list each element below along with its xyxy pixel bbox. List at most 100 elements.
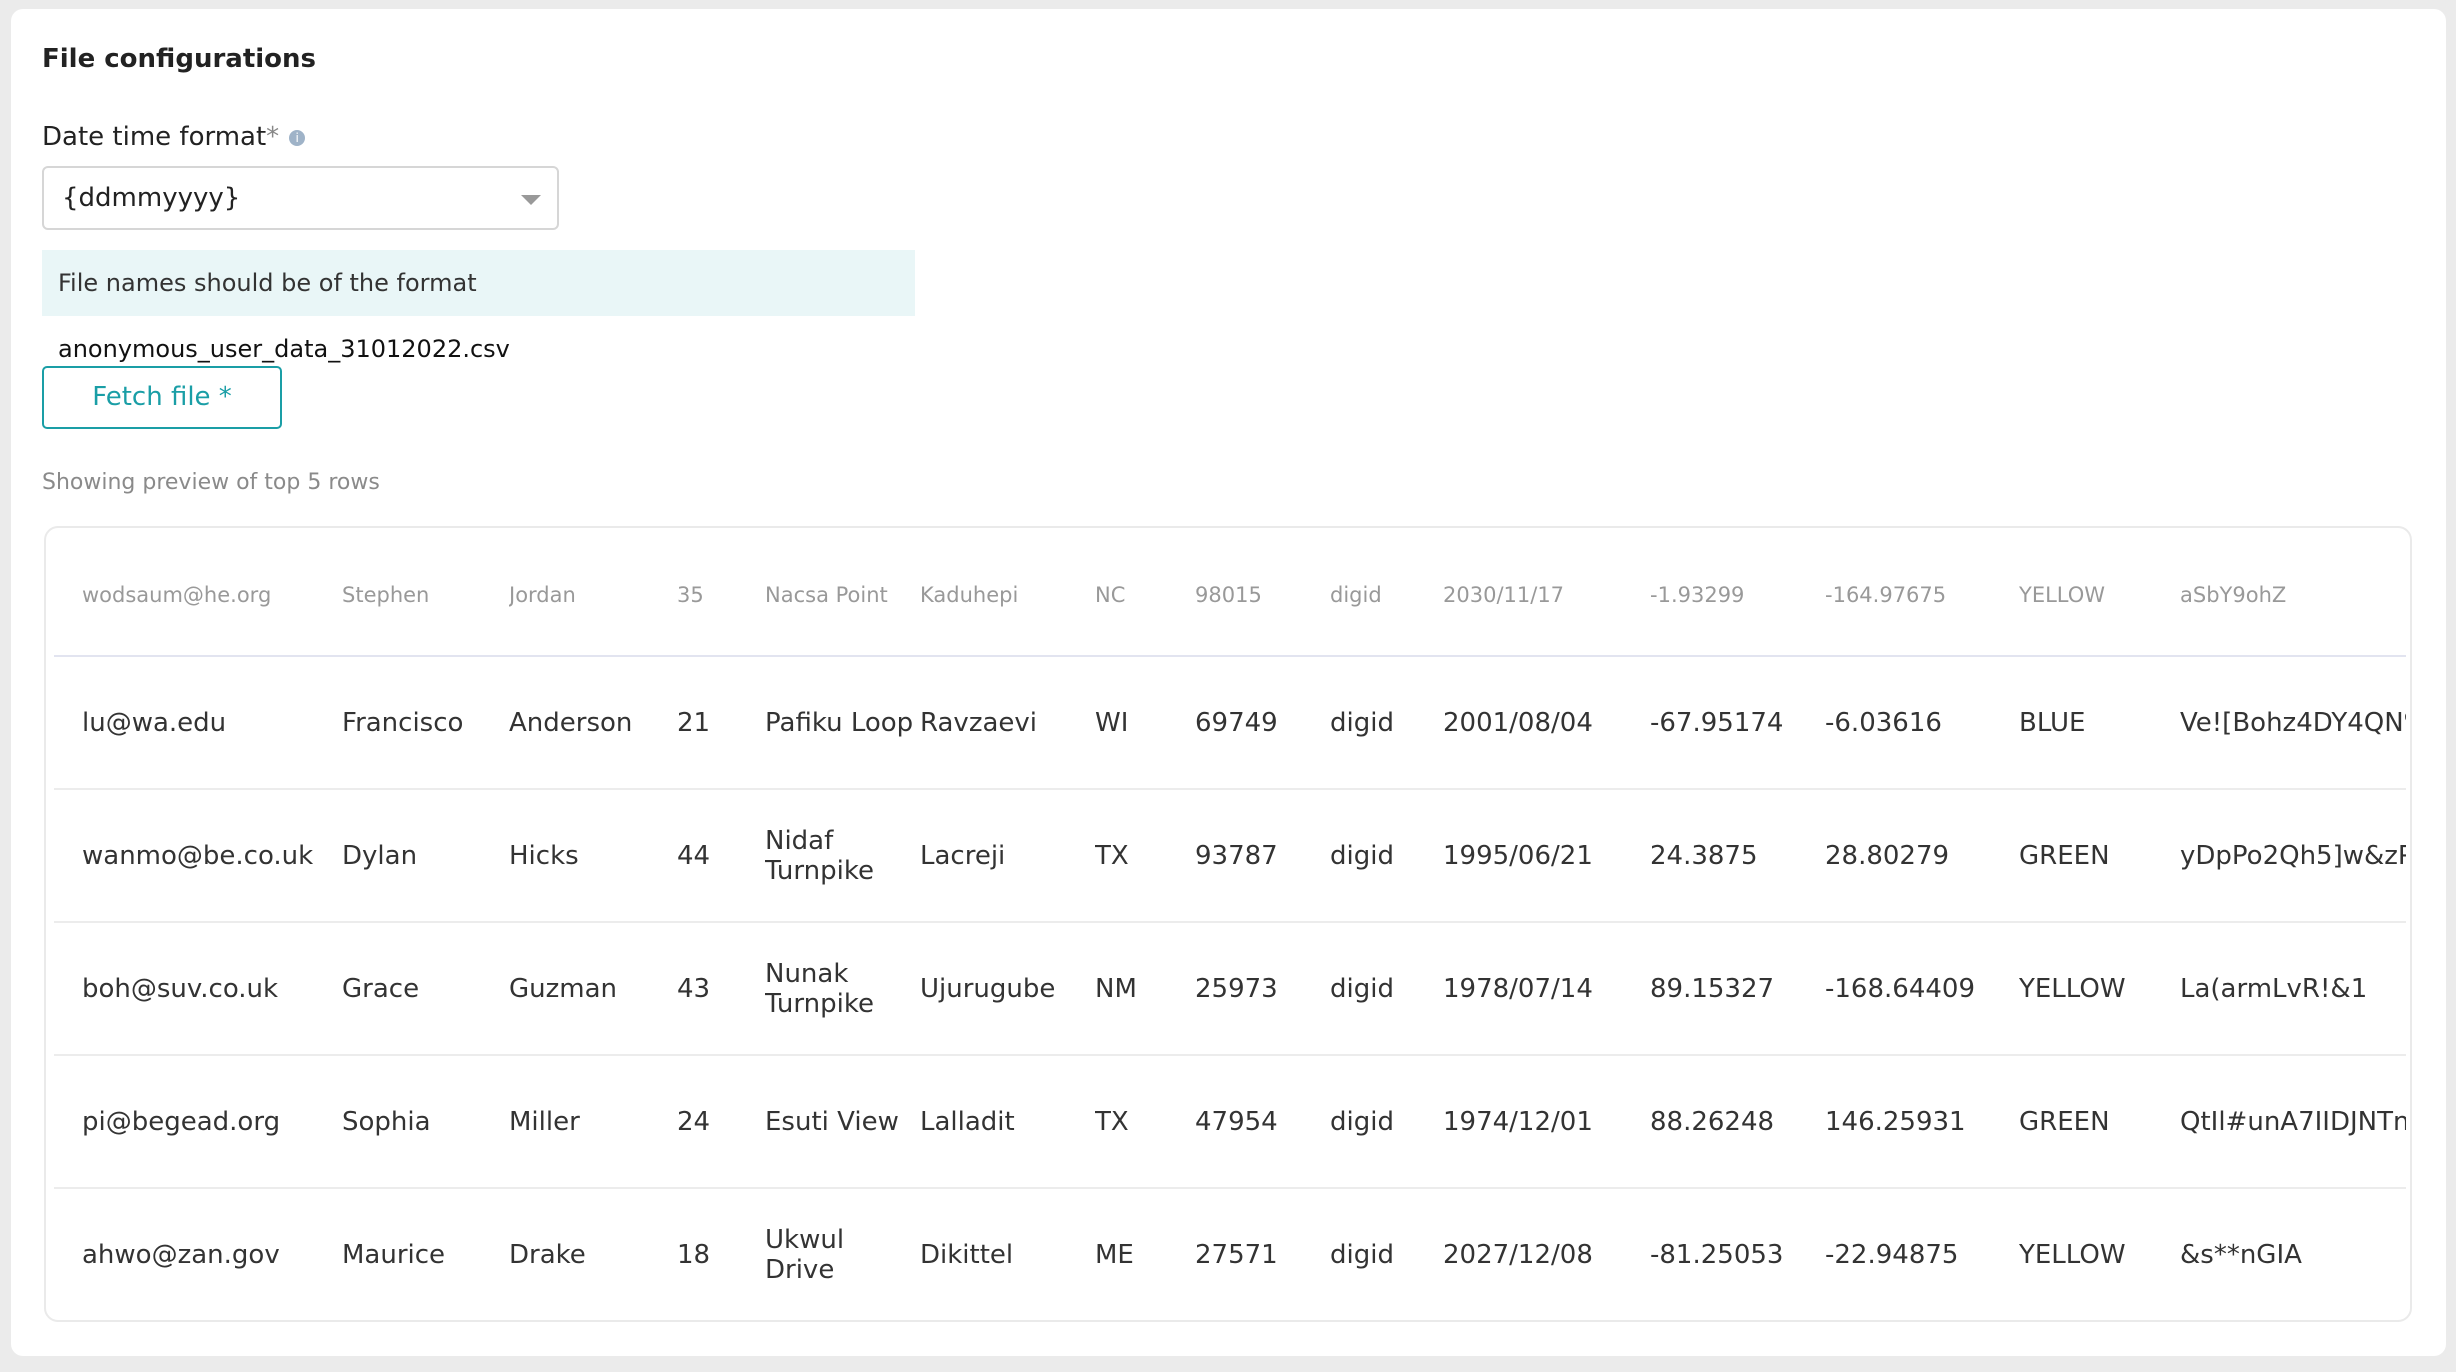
table-cell: lu@wa.edu bbox=[54, 656, 342, 790]
table-cell: 146.25931 bbox=[1825, 1055, 2019, 1189]
table-cell: digid bbox=[1330, 656, 1443, 790]
table-cell: 28.80279 bbox=[1825, 789, 2019, 923]
table-cell: yDpPo2Qh5]w&zP[ bbox=[2180, 789, 2406, 923]
table-cell: 44 bbox=[677, 789, 765, 923]
header-cell: wodsaum@he.org bbox=[54, 534, 342, 657]
table-cell: TX bbox=[1095, 1055, 1195, 1189]
table-cell: Grace bbox=[342, 922, 509, 1056]
table-cell: 18 bbox=[677, 1239, 711, 1270]
table-cell: 1978/07/14 bbox=[1443, 922, 1650, 1056]
table-cell: ahwo@zan.gov bbox=[82, 1239, 280, 1270]
hint-banner: File names should be of the format anony… bbox=[42, 250, 915, 363]
fetch-button[interactable]: Fetch file * bbox=[42, 366, 282, 429]
table-cell: 43 bbox=[677, 922, 765, 1056]
table-cell: 69749 bbox=[1195, 656, 1330, 790]
table-cell: Anderson bbox=[509, 656, 677, 790]
table-cell: Dylan bbox=[342, 789, 509, 923]
table-cell: 25973 bbox=[1195, 922, 1330, 1056]
header-cell: Nacsa Point bbox=[765, 534, 920, 657]
table-cell: La(armLvR!&1 bbox=[2180, 922, 2406, 1056]
table-cell: Pafiku Loop bbox=[765, 656, 920, 790]
table-row: ahwo@zan.gov Maurice Drake 18 Ukwul Drive Dik… bbox=[54, 1188, 2406, 1320]
table-cell: Lacreji bbox=[920, 789, 1095, 923]
table-cell: 88.26248 bbox=[1650, 1055, 1825, 1189]
section-title: File configurations bbox=[42, 44, 317, 74]
table-cell: boh@suv.co.uk bbox=[54, 922, 342, 1056]
header-cell: YELLOW bbox=[2019, 534, 2180, 657]
table-cell: BLUE bbox=[2019, 656, 2180, 790]
table-row: lu@wa.edu Francisco Anderson 21 Pafiku Loop R… bbox=[54, 656, 2406, 790]
table-cell: -67.95174 bbox=[1650, 656, 1825, 790]
header-cell: 2030/11/17 bbox=[1443, 534, 1650, 657]
hint-example: anonymous_user_data_31012022.csv bbox=[58, 335, 510, 363]
info-icon[interactable]: i bbox=[289, 129, 306, 146]
field-label: Date time format* i bbox=[42, 122, 306, 152]
header-cell: Stephen bbox=[342, 534, 509, 657]
table-cell: 2001/08/04 bbox=[1443, 656, 1650, 790]
header-cell: 98015 bbox=[1195, 534, 1330, 657]
table-cell: 93787 bbox=[1195, 789, 1330, 923]
hint-text: File names should be of the format bbox=[58, 269, 477, 297]
table-cell: 2027/12/08 bbox=[1443, 1239, 1593, 1270]
table-cell: 24.3875 bbox=[1650, 789, 1825, 923]
label-text: Date time format bbox=[42, 122, 267, 152]
date-format-select[interactable]: {ddmmyyyy} bbox=[42, 166, 559, 230]
table-cell: Sophia bbox=[342, 1055, 509, 1189]
table-cell: Miller bbox=[509, 1055, 677, 1189]
table-cell: Hicks bbox=[509, 789, 677, 923]
table-cell: 89.15327 bbox=[1650, 922, 1825, 1056]
table-cell: YELLOW bbox=[2019, 1239, 2126, 1270]
table-cell: digid bbox=[1330, 922, 1443, 1056]
header-cell: NC bbox=[1095, 534, 1195, 657]
table-cell: Ukwul Drive bbox=[765, 1224, 845, 1285]
table-cell: 1995/06/21 bbox=[1443, 789, 1650, 923]
table-cell: -22.94875 bbox=[1825, 1239, 1959, 1270]
table-row: pi@begead.org Sophia Miller 24 Esuti View Lal… bbox=[54, 1055, 2406, 1189]
table-cell: Drake bbox=[509, 1239, 586, 1270]
table-cell: Nunak Turnpike bbox=[765, 922, 920, 1056]
table-cell: WI bbox=[1095, 656, 1195, 790]
table-cell: 21 bbox=[677, 656, 765, 790]
header-cell: Jordan bbox=[509, 534, 677, 657]
header-cell: Kaduhepi bbox=[920, 534, 1095, 657]
table-cell: Dikittel bbox=[920, 1239, 1014, 1270]
header-cell: 35 bbox=[677, 534, 765, 657]
table-cell: digid bbox=[1330, 1055, 1443, 1189]
header-cell: aSbY9ohZ bbox=[2180, 534, 2406, 657]
table-cell: Guzman bbox=[509, 922, 677, 1056]
table-cell: 27571 bbox=[1195, 1239, 1278, 1270]
table-cell: 24 bbox=[677, 1055, 765, 1189]
table-cell: -6.03616 bbox=[1825, 656, 2019, 790]
table-cell: YELLOW bbox=[2019, 922, 2180, 1056]
header-cell: digid bbox=[1330, 534, 1443, 657]
table-cell: QtIl#unA7IIDJNTnE bbox=[2180, 1055, 2406, 1189]
preview-caption: Showing preview of top 5 rows bbox=[42, 470, 380, 495]
table-row: boh@suv.co.uk Grace Guzman 43 Nunak Turnpike… bbox=[54, 922, 2406, 1056]
table-row: wanmo@be.co.uk Dylan Hicks 44 Nidaf Turnpike… bbox=[54, 789, 2406, 923]
table-cell: Maurice bbox=[342, 1239, 446, 1270]
table-cell: Ve![Bohz4DY4QN% bbox=[2180, 656, 2406, 790]
table-cell: Lalladit bbox=[920, 1055, 1095, 1189]
table-cell: GREEN bbox=[2019, 789, 2180, 923]
table-cell: 47954 bbox=[1195, 1055, 1330, 1189]
table-cell: ME bbox=[1095, 1239, 1134, 1270]
header-row: wodsaum@he.org Stephen Jordan 35 Nacsa Point… bbox=[54, 534, 2406, 657]
table-cell: Ravzaevi bbox=[920, 656, 1095, 790]
preview-table: wodsaum@he.org Stephen Jordan 35 Nacsa Point… bbox=[54, 534, 2406, 1320]
table-body: lu@wa.edu Francisco Anderson 21 Pafiku Loop R… bbox=[54, 656, 2406, 1320]
table-cell: GREEN bbox=[2019, 1055, 2180, 1189]
table-cell: 1974/12/01 bbox=[1443, 1055, 1650, 1189]
table-cell: Ujurugube bbox=[920, 922, 1095, 1056]
table-cell: digid bbox=[1330, 1239, 1394, 1270]
table-cell: Francisco bbox=[342, 656, 509, 790]
table-cell: pi@begead.org bbox=[54, 1055, 342, 1189]
header-cell: -1.93299 bbox=[1650, 534, 1825, 657]
table-cell: wanmo@be.co.uk bbox=[54, 789, 342, 923]
table-cell: digid bbox=[1330, 789, 1443, 923]
table-cell: -81.25053 bbox=[1650, 1239, 1784, 1270]
required-mark: * bbox=[266, 122, 280, 152]
table-cell: &s**nGIA bbox=[2180, 1239, 2302, 1270]
table-cell: Esuti View bbox=[765, 1055, 920, 1189]
preview-table-box: wodsaum@he.org Stephen Jordan 35 Nacsa Point… bbox=[44, 526, 2412, 1322]
